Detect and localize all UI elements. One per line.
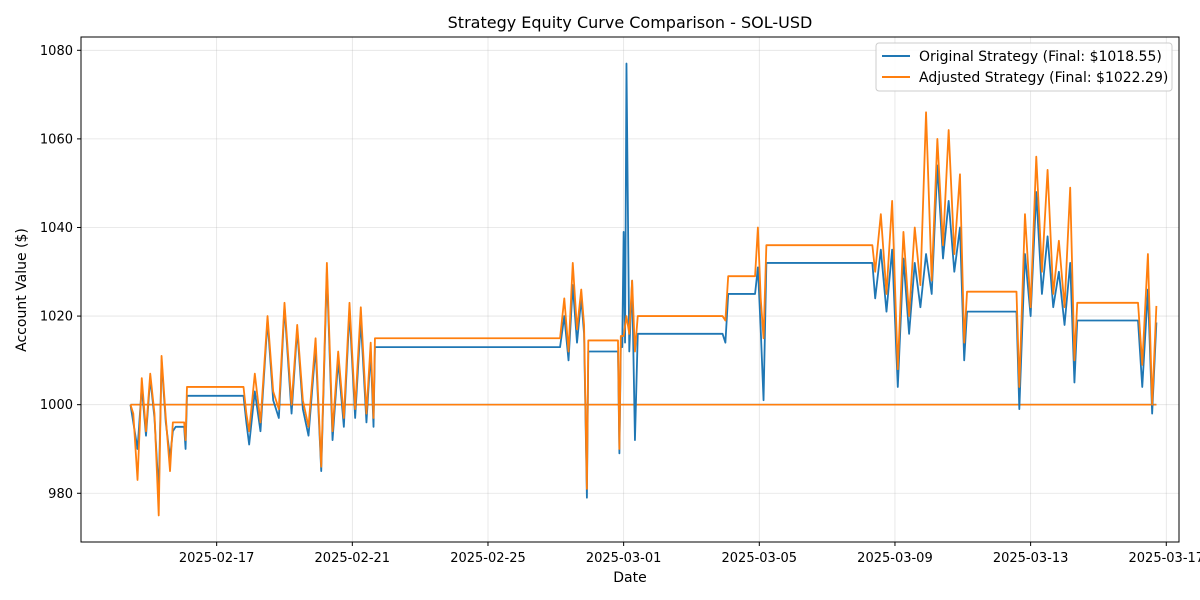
x-ticks: 2025-02-17 2025-02-21 2025-02-25 2025-03-01… xyxy=(179,542,1200,566)
legend-label-original: Original Strategy (Final: $1018.55) xyxy=(919,49,1162,65)
x-tick-label: 2025-02-21 xyxy=(315,551,391,566)
y-tick-label: 1060 xyxy=(40,132,73,147)
x-tick-label: 2025-02-25 xyxy=(450,551,526,566)
legend-label-adjusted: Adjusted Strategy (Final: $1022.29) xyxy=(919,70,1168,86)
plot-frame xyxy=(80,36,1180,543)
x-tick-label: 2025-02-17 xyxy=(179,551,255,566)
x-axis-label: Date xyxy=(613,570,646,586)
plot-area xyxy=(129,62,1158,517)
legend: Original Strategy (Final: $1018.55) Adju… xyxy=(875,42,1173,92)
x-tick-label: 2025-03-09 xyxy=(857,551,933,566)
y-tick-label: 1080 xyxy=(40,44,73,59)
x-tick-label: 2025-03-01 xyxy=(586,551,662,566)
chart-title: Strategy Equity Curve Comparison - SOL-U… xyxy=(448,13,813,32)
y-tick-label: 1020 xyxy=(40,310,73,325)
y-tick-label: 1000 xyxy=(40,398,73,413)
x-tick-label: 2025-03-05 xyxy=(722,551,798,566)
x-tick-label: 2025-03-13 xyxy=(993,551,1069,566)
y-tick-label: 1040 xyxy=(40,221,73,236)
series-layer xyxy=(129,62,1158,517)
y-ticks: 980 1000 1020 1040 1060 1080 xyxy=(40,44,81,502)
legend-box xyxy=(875,42,1173,92)
series-line-adjusted xyxy=(129,111,1158,517)
x-tick-label: 2025-03-17 xyxy=(1129,551,1200,566)
axes xyxy=(80,36,1180,543)
y-tick-label: 980 xyxy=(48,487,73,502)
y-axis-label: Account Value ($) xyxy=(14,228,30,352)
